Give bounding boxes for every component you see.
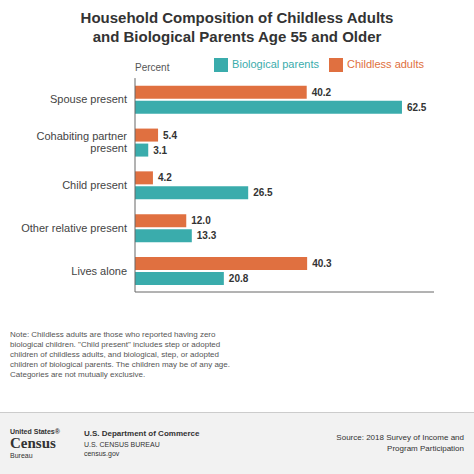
html-text:U.S. Department of Commerce: U.S. Department of Commerce bbox=[83, 429, 200, 439]
html-text:United States®: United States® bbox=[10, 427, 60, 435]
html-text:census.gov: census.gov bbox=[83, 449, 120, 457]
svg-text:62.5: 62.5 bbox=[407, 102, 427, 113]
svg-text:Cohabiting partnerpresent: Cohabiting partnerpresent bbox=[36, 130, 127, 154]
html-text:Bureau: Bureau bbox=[10, 451, 33, 459]
html-text:Note: Childless adults are tho: Note: Childless adults are those who rep… bbox=[10, 330, 230, 379]
svg-text:40.2: 40.2 bbox=[312, 87, 332, 98]
svg-text:4.2: 4.2 bbox=[158, 172, 172, 183]
svg-text:13.3: 13.3 bbox=[197, 230, 217, 241]
svg-text:Lives alone: Lives alone bbox=[71, 265, 127, 277]
svg-text:26.5: 26.5 bbox=[253, 187, 273, 198]
svg-text:12.0: 12.0 bbox=[191, 215, 211, 226]
html-text:Census: Census bbox=[10, 435, 56, 452]
html-text:Source: 2018 Survey of Income: Source: 2018 Survey of Income and Progra… bbox=[336, 433, 464, 453]
svg-text:5.4: 5.4 bbox=[163, 130, 177, 141]
html-text:Household Composition of Child: Household Composition of Childless Adult… bbox=[80, 9, 394, 45]
svg-text:Other relative present: Other relative present bbox=[21, 222, 127, 234]
html-text:Percent: Percent bbox=[135, 62, 170, 73]
svg-text:20.8: 20.8 bbox=[229, 273, 249, 284]
html-text:U.S. CENSUS BUREAU: U.S. CENSUS BUREAU bbox=[83, 440, 160, 448]
svg-text:3.1: 3.1 bbox=[153, 145, 167, 156]
html-text:Biological parents: Biological parents bbox=[232, 58, 319, 70]
html-text:Childless adults: Childless adults bbox=[347, 58, 424, 70]
svg-text:40.3: 40.3 bbox=[312, 258, 332, 269]
svg-text:Spouse present: Spouse present bbox=[50, 93, 127, 105]
svg-text:Child present: Child present bbox=[62, 179, 127, 191]
